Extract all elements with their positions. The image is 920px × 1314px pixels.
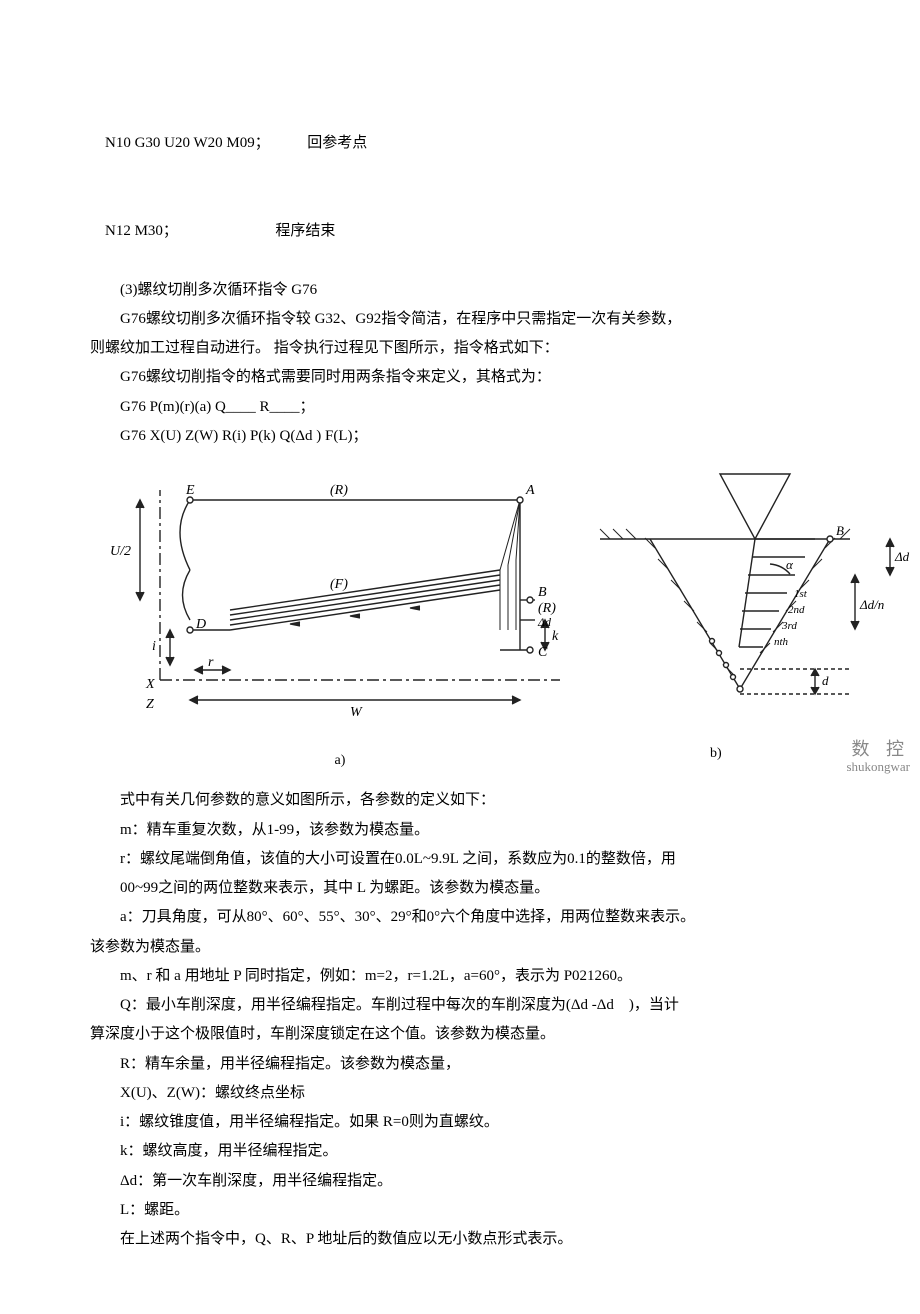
page: N10 G30 U20 W20 M09； 回参考点 N12 M30； 程序结束 …	[0, 0, 920, 1314]
figure-a-svg: E (R) A U/2 (F) B (R) Δd i D r k C X W Z	[100, 470, 580, 730]
svg-text:W: W	[350, 705, 363, 720]
body-5: m、r 和 a 用地址 P 同时指定，例如：m=2，r=1.2L，a=60°，表…	[90, 962, 860, 991]
body-7: R：精车余量，用半径编程指定。该参数为模态量，	[90, 1050, 860, 1079]
para-1a: G76螺纹切削多次循环指令较 G32、G92指令简洁，在程序中只需指定一次有关参…	[90, 305, 860, 334]
brand-mark: 数 控 shukongwar	[846, 740, 910, 774]
code-line-2: N12 M30； 程序结束	[90, 188, 860, 276]
svg-text:(R): (R)	[330, 483, 348, 498]
body-3b: 00~99之间的两位整数来表示，其中 L 为螺距。该参数为模态量。	[90, 874, 860, 903]
format-2: G76 X(U) Z(W) R(i) P(k) Q(Δd ) F(L)；	[90, 422, 860, 451]
svg-text:r: r	[208, 655, 214, 670]
figure-row: E (R) A U/2 (F) B (R) Δd i D r k C X W Z	[90, 469, 860, 774]
code-1b: 回参考点	[307, 135, 367, 151]
body-8: X(U)、Z(W)：螺纹终点坐标	[90, 1079, 860, 1108]
body-3: r：螺纹尾端倒角值，该值的大小可设置在0.0L~9.9L 之间，系数应为0.1的…	[90, 845, 860, 874]
body-13: 在上述两个指令中，Q、R、P 地址后的数值应以无小数点形式表示。	[90, 1225, 860, 1254]
brand-cn: 数 控	[852, 739, 911, 759]
body-12: L：螺距。	[90, 1196, 860, 1225]
body-1: 式中有关几何参数的意义如图所示，各参数的定义如下：	[90, 786, 860, 815]
svg-text:3rd: 3rd	[781, 620, 797, 632]
svg-text:Z: Z	[146, 697, 154, 712]
svg-text:A: A	[525, 483, 535, 498]
code-1a: N10 G30 U20 W20 M09；	[105, 135, 270, 151]
figure-b-svg: B α Δd Δd/n 1st 2nd 3rd nth d	[590, 469, 910, 729]
svg-text:Δd/n: Δd/n	[859, 597, 884, 612]
body-6b: 算深度小于这个极限值时，车削深度锁定在这个值。该参数为模态量。	[90, 1020, 860, 1049]
svg-text:k: k	[552, 629, 559, 644]
svg-text:i: i	[152, 639, 156, 654]
section-heading: (3)螺纹切削多次循环指令 G76	[90, 276, 860, 305]
svg-text:α: α	[786, 557, 794, 572]
svg-text:X: X	[145, 677, 155, 692]
figure-a-label: a)	[100, 747, 580, 774]
brand-py: shukongwar	[846, 759, 910, 774]
figure-b-label-row: b) 数 控 shukongwar	[590, 740, 910, 774]
figure-a: E (R) A U/2 (F) B (R) Δd i D r k C X W Z	[100, 470, 580, 775]
svg-text:B: B	[538, 585, 547, 600]
code-2a: N12 M30；	[105, 223, 178, 239]
svg-text:(F): (F)	[330, 577, 348, 592]
body-2: m：精车重复次数，从1-99，该参数为模态量。	[90, 816, 860, 845]
format-1: G76 P(m)(r)(a) Q____ R____；	[90, 393, 860, 422]
svg-text:d: d	[822, 673, 829, 688]
code-line-1: N10 G30 U20 W20 M09； 回参考点	[90, 100, 860, 188]
figure-b: B α Δd Δd/n 1st 2nd 3rd nth d b) 数 控 shu…	[590, 469, 910, 774]
svg-text:U/2: U/2	[110, 544, 131, 559]
code-2b: 程序结束	[275, 223, 335, 239]
para-1b: 则螺纹加工过程自动进行。 指令执行过程见下图所示，指令格式如下：	[90, 334, 860, 363]
svg-text:D: D	[195, 617, 206, 632]
body-6a: Q：最小车削深度，用半径编程指定。车削过程中每次的车削深度为(Δd -Δd )，…	[90, 991, 860, 1020]
svg-text:1st: 1st	[794, 588, 808, 600]
body-10: k：螺纹高度，用半径编程指定。	[90, 1137, 860, 1166]
svg-text:nth: nth	[774, 636, 789, 648]
body-4: a：刀具角度，可从80°、60°、55°、30°、29°和0°六个角度中选择，用…	[90, 903, 860, 932]
svg-text:C: C	[538, 645, 548, 660]
body-11: Δd：第一次车削深度，用半径编程指定。	[90, 1167, 860, 1196]
para-2: G76螺纹切削指令的格式需要同时用两条指令来定义，其格式为：	[90, 363, 860, 392]
body-9: i：螺纹锥度值，用半径编程指定。如果 R=0则为直螺纹。	[90, 1108, 860, 1137]
figure-b-label: b)	[590, 740, 722, 774]
svg-text:E: E	[185, 483, 195, 498]
svg-text:Δd: Δd	[537, 615, 552, 629]
svg-text:B: B	[836, 523, 844, 538]
svg-text:2nd: 2nd	[788, 604, 805, 616]
body-4b: 该参数为模态量。	[90, 933, 860, 962]
svg-text:(R): (R)	[538, 601, 556, 616]
svg-text:Δd: Δd	[894, 549, 910, 564]
